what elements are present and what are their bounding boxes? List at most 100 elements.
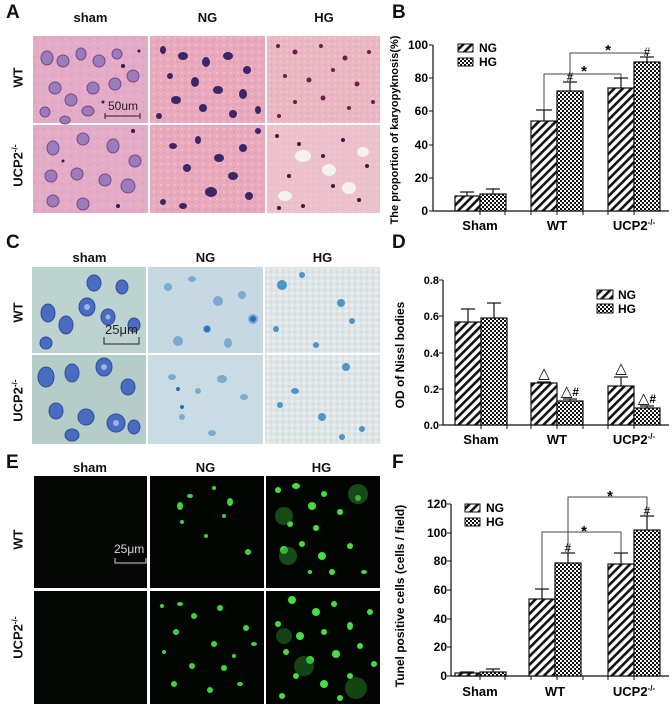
scale-bar-label-a: 50um — [108, 99, 139, 113]
svg-text:40: 40 — [434, 612, 448, 626]
panel-label-f: F — [392, 452, 404, 473]
row-label-ucp2: UCP2-/- — [10, 616, 26, 659]
svg-text:UCP2-/-: UCP2-/- — [613, 432, 656, 447]
svg-text:80: 80 — [415, 71, 429, 85]
svg-text:120: 120 — [427, 497, 447, 511]
panel-label-e: E — [6, 452, 19, 473]
svg-text:NG: NG — [618, 288, 636, 302]
svg-text:0.0: 0.0 — [424, 420, 439, 432]
svg-text:WT: WT — [545, 684, 565, 699]
svg-text:Sham: Sham — [462, 684, 497, 699]
svg-text:Sham: Sham — [462, 218, 497, 232]
legend: NG HG — [596, 288, 636, 316]
svg-text:60: 60 — [415, 104, 429, 118]
panel-label-b: B — [392, 2, 406, 23]
significance-brackets — [541, 496, 648, 589]
svg-text:100: 100 — [408, 38, 428, 52]
chart-f-tunel: Tunel positive cells (cells / field) 0 20… — [393, 488, 669, 699]
svg-text:#: # — [644, 45, 651, 59]
significance-marks: △ △# △ △# — [538, 360, 656, 407]
svg-text:*: * — [581, 523, 587, 540]
svg-text:0.8: 0.8 — [424, 275, 439, 287]
significance-brackets — [543, 52, 648, 110]
bars — [454, 317, 661, 426]
y-axis-label: Tunel positive cells (cells / field) — [393, 505, 407, 688]
significance-marks: * * # # — [565, 488, 651, 555]
tunel-ucp2-sham — [34, 591, 147, 704]
row-label-ucp2: UCP2-/- — [10, 144, 26, 187]
col-label-hg: HG — [314, 10, 334, 25]
y-axis-label: OD of Nissl bodies — [393, 301, 407, 408]
col-label-hg: HG — [312, 250, 333, 265]
chart-b-karyopyknosis: The proportion of karyopyknosis(%) 0 20 40… — [389, 35, 669, 232]
svg-text:△#: △# — [638, 390, 657, 407]
svg-text:UCP2-/-: UCP2-/- — [613, 218, 656, 232]
row-label-wt: WT — [10, 67, 26, 88]
panel-label-d: D — [392, 232, 406, 253]
svg-text:80: 80 — [434, 554, 448, 568]
svg-text:0.4: 0.4 — [424, 348, 440, 360]
x-ticks: Sham WT UCP2-/- — [462, 684, 655, 699]
tunel-ucp2-ng — [150, 591, 264, 704]
svg-text:△: △ — [615, 360, 627, 377]
svg-text:HG: HG — [479, 55, 497, 69]
y-ticks: 0.0 0.2 0.4 0.6 0.8 — [424, 275, 440, 432]
svg-text:HG: HG — [618, 302, 636, 316]
legend: NG HG — [457, 41, 497, 69]
svg-text:0.6: 0.6 — [424, 311, 439, 323]
svg-text:0.2: 0.2 — [424, 384, 439, 396]
col-label-ng: NG — [195, 250, 216, 265]
y-ticks: 0 20 40 60 80 100 — [408, 38, 428, 218]
svg-text:20: 20 — [415, 171, 429, 185]
x-ticks: Sham WT UCP2-/- — [463, 432, 655, 447]
tunel-wt-sham — [34, 476, 147, 588]
col-label-ng: NG — [195, 460, 216, 475]
y-axis-label: The proportion of karyopyknosis(%) — [389, 35, 401, 224]
y-ticks: 0 20 40 60 80 100 120 — [427, 497, 447, 683]
svg-text:△#: △# — [561, 383, 580, 400]
tunel-wt-ng — [150, 476, 264, 588]
he-wt-ng — [150, 36, 265, 123]
col-label-sham: sham — [73, 10, 108, 25]
row-label-ucp2: UCP2-/- — [10, 379, 26, 422]
bars — [454, 529, 661, 677]
bars — [454, 61, 661, 212]
svg-text:#: # — [565, 541, 572, 555]
he-ucp2-ng — [150, 125, 265, 213]
svg-text:0: 0 — [440, 669, 447, 683]
svg-text:100: 100 — [427, 526, 447, 540]
he-wt-hg — [267, 36, 380, 123]
panel-label-c: C — [6, 232, 20, 253]
nissl-micrograph-grid — [32, 267, 380, 444]
he-micrograph-grid — [33, 36, 380, 213]
col-label-sham: sham — [72, 250, 107, 265]
scale-bar-label-e: 25μm — [114, 542, 145, 556]
svg-text:*: * — [581, 63, 587, 80]
error-bars — [461, 302, 654, 408]
nissl-wt-ng — [148, 267, 263, 353]
svg-text:WT: WT — [547, 218, 567, 232]
col-label-ng: NG — [197, 10, 218, 25]
svg-text:Sham: Sham — [463, 432, 498, 447]
panel-label-a: A — [6, 2, 20, 23]
svg-text:WT: WT — [547, 432, 567, 447]
svg-text:△: △ — [538, 365, 550, 382]
tunel-micrograph-grid — [34, 476, 380, 704]
error-bars — [460, 515, 654, 673]
svg-text:UCP2-/-: UCP2-/- — [613, 684, 656, 699]
scale-bar-line — [114, 558, 147, 564]
scale-bar-label-c: 25μm — [105, 322, 138, 337]
svg-text:60: 60 — [434, 583, 448, 597]
svg-text:HG: HG — [486, 515, 504, 529]
svg-text:#: # — [567, 70, 574, 84]
x-ticks: Sham WT UCP2-/- — [462, 218, 655, 232]
legend: NG HG — [464, 501, 504, 529]
nissl-wt-hg — [265, 267, 380, 353]
svg-text:20: 20 — [434, 640, 448, 654]
row-label-wt: WT — [10, 529, 26, 550]
col-label-hg: HG — [311, 460, 332, 475]
svg-text:NG: NG — [486, 501, 504, 515]
svg-text:0: 0 — [421, 204, 428, 218]
svg-text:*: * — [605, 42, 611, 59]
chart-d-nissl: OD of Nissl bodies 0.0 0.2 0.4 0.6 0.8 △ △… — [393, 275, 669, 447]
